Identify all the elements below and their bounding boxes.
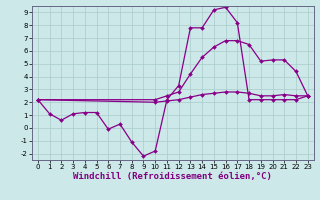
X-axis label: Windchill (Refroidissement éolien,°C): Windchill (Refroidissement éolien,°C): [73, 172, 272, 181]
